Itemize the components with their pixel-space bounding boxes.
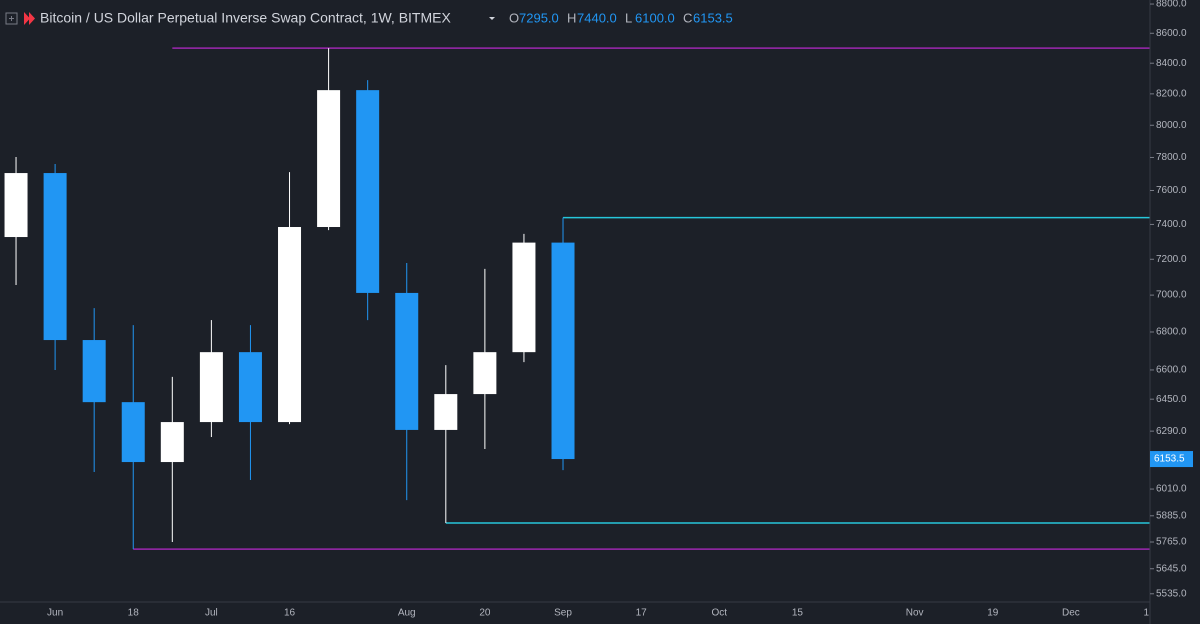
ohlc-key: O: [509, 10, 519, 25]
candle-body: [121, 402, 145, 463]
ohlc-value: 7440.0: [577, 10, 617, 25]
last-price-tag: [1150, 451, 1193, 468]
y-tick-label: 7400.0: [1156, 219, 1187, 230]
price-axis-bg: [1150, 0, 1200, 624]
candle-body: [199, 352, 223, 423]
y-tick-label: 7600.0: [1156, 185, 1187, 196]
candle-body: [43, 173, 67, 341]
y-tick-label: 8400.0: [1156, 58, 1187, 69]
y-tick-label: 5535.0: [1156, 588, 1187, 599]
y-tick-label: 8800.0: [1156, 0, 1187, 10]
x-tick-label: Nov: [906, 608, 924, 619]
x-tick-label: Jul: [205, 608, 218, 619]
x-tick-label: Aug: [398, 608, 416, 619]
ohlc-legend: O 7295.0 H 7440.0 L 6100.0 C 6153.5: [509, 10, 733, 25]
title-dropdown[interactable]: [489, 17, 495, 20]
candle-body: [238, 352, 262, 423]
ohlc-value: 6100.0: [635, 10, 675, 25]
candle-body: [473, 352, 497, 395]
plot-area: [4, 47, 1150, 550]
y-tick-label: 7800.0: [1156, 152, 1187, 163]
candle-body: [160, 422, 184, 463]
y-tick-label: 6600.0: [1156, 365, 1187, 376]
x-tick-label: 17: [1144, 608, 1156, 619]
ohlc-value: 7295.0: [519, 10, 559, 25]
y-tick-label: 5645.0: [1156, 563, 1187, 574]
x-tick-label: Jun: [47, 608, 63, 619]
candle-body: [512, 242, 536, 353]
x-tick-label: 18: [128, 608, 140, 619]
candle-body: [82, 340, 106, 403]
last-price-label: 6153.5: [1154, 454, 1185, 465]
y-tick-label: 8200.0: [1156, 89, 1187, 100]
ohlc-key: L: [625, 10, 632, 25]
y-tick-label: 6290.0: [1156, 426, 1187, 437]
x-tick-label: Oct: [712, 608, 728, 619]
x-tick-label: 19: [987, 608, 999, 619]
x-tick-label: 17: [636, 608, 648, 619]
y-tick-label: 5765.0: [1156, 537, 1187, 548]
y-axis: 8800.0 8600.0 8400.0 8200.0 8000.0 7800.0 7600…: [1150, 0, 1193, 599]
candle-body: [434, 394, 458, 430]
ohlc-key: H: [567, 10, 576, 25]
y-tick-label: 6800.0: [1156, 327, 1187, 338]
candle-body: [278, 227, 302, 423]
y-tick-label: 8000.0: [1156, 120, 1187, 131]
y-tick-label: 6010.0: [1156, 484, 1187, 495]
y-tick-label: 7000.0: [1156, 290, 1187, 301]
x-tick-label: Sep: [554, 608, 572, 619]
expand-icon[interactable]: [5, 12, 18, 25]
y-tick-label: 5885.0: [1156, 510, 1187, 521]
x-tick-label: Dec: [1062, 608, 1080, 619]
y-tick-label: 6450.0: [1156, 394, 1187, 405]
ohlc-key: C: [683, 10, 692, 25]
candle-body: [4, 173, 28, 238]
y-tick-label: 8600.0: [1156, 28, 1187, 39]
candle-body: [317, 90, 341, 228]
expand-icon-plus: [9, 16, 14, 21]
x-tick-label: 15: [792, 608, 804, 619]
candle-body: [356, 90, 380, 293]
ohlc-value: 6153.5: [693, 10, 733, 25]
header: Bitcoin / US Dollar Perpetual Inverse Sw…: [5, 10, 733, 26]
x-axis: Jun 18 Jul 16 Aug 20 Sep 17 Oct 15 Nov 19 Dec 17: [47, 608, 1155, 619]
exchange-logo: [24, 12, 35, 25]
chart-title[interactable]: Bitcoin / US Dollar Perpetual Inverse Sw…: [40, 10, 451, 26]
y-tick-label: 7200.0: [1156, 254, 1187, 265]
x-tick-label: 16: [284, 608, 296, 619]
candle-body: [551, 242, 575, 460]
x-tick-label: 20: [479, 608, 491, 619]
candle-body: [395, 292, 419, 430]
